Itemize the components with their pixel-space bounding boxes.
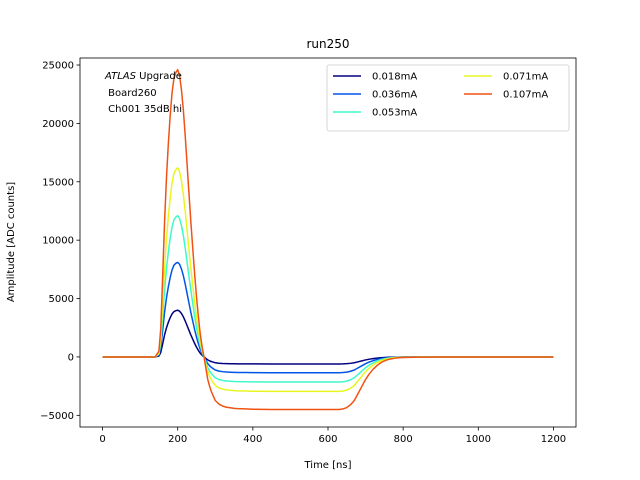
x-tick-label: 800 — [394, 434, 413, 445]
series-line-4 — [102, 68, 554, 411]
y-axis-label: Amplitude [ADC counts] — [6, 182, 17, 302]
legend-label-3: 0.071mA — [503, 72, 548, 83]
x-tick-label: 0 — [99, 434, 105, 445]
legend-label-2: 0.053mA — [372, 108, 417, 119]
y-tick-label: 5000 — [49, 294, 74, 305]
legend-label-0: 0.018mA — [372, 72, 417, 83]
x-tick-label: 1200 — [541, 434, 566, 445]
x-axis-label: Time [ns] — [303, 460, 351, 471]
legend: 0.018mA 0.036mA 0.053mA 0.071mA 0.107mA — [326, 64, 570, 132]
legend-frame — [326, 64, 570, 132]
legend-label-4: 0.107mA — [503, 90, 548, 101]
legend-label-1: 0.036mA — [372, 90, 417, 101]
y-axis: −5000 0 5000 10000 15000 20000 25000 — [40, 61, 80, 422]
annotation-line-2: Board260 — [105, 88, 157, 99]
series-line-0 — [102, 309, 554, 365]
y-tick-label: 25000 — [42, 61, 74, 72]
annotation-line-1: ATLAS Upgrade — [104, 71, 182, 82]
series-line-1 — [102, 261, 554, 374]
chart-title: run250 — [306, 37, 349, 51]
x-tick-label: 200 — [168, 434, 187, 445]
y-tick-label: −5000 — [40, 411, 74, 422]
x-axis: 0 200 400 600 800 1000 1200 — [99, 427, 566, 445]
y-tick-label: 0 — [68, 352, 74, 363]
x-tick-label: 1000 — [466, 434, 491, 445]
series-line-2 — [102, 214, 554, 383]
y-tick-label: 10000 — [42, 236, 74, 247]
y-tick-label: 15000 — [42, 177, 74, 188]
x-tick-label: 600 — [318, 434, 337, 445]
x-tick-label: 400 — [243, 434, 262, 445]
series-layer — [102, 68, 554, 411]
y-tick-label: 20000 — [42, 119, 74, 130]
annotation-line-3: Ch001 35dB hi — [105, 104, 182, 115]
atlas-annotation: ATLAS Upgrade Board260 Ch001 35dB hi — [104, 71, 182, 115]
series-line-3 — [102, 167, 554, 393]
